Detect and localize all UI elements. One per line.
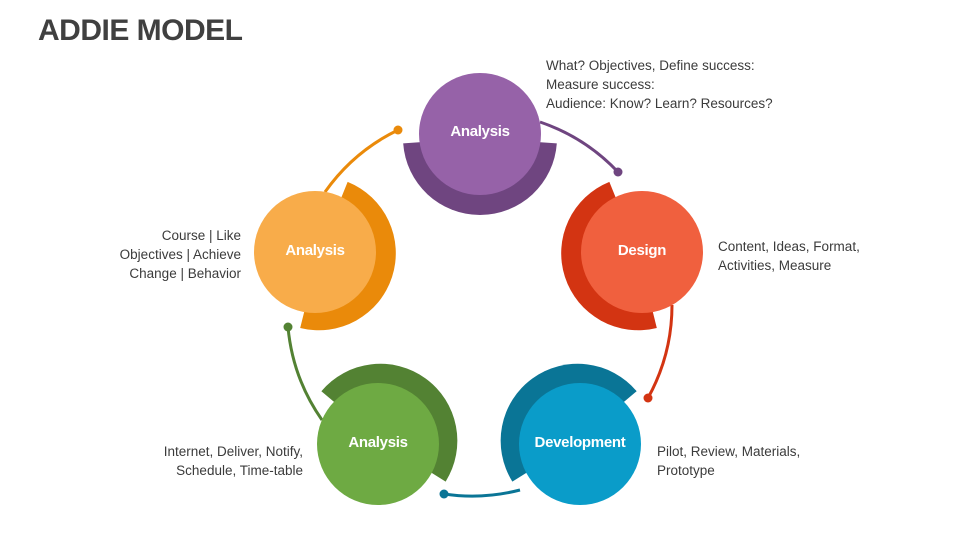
- node-circle-design: [581, 191, 703, 313]
- description-development: Pilot, Review, Materials, Prototype: [657, 442, 800, 480]
- description-line: Objectives | Achieve: [119, 247, 241, 262]
- connector-analysis-bottom: [286, 326, 324, 421]
- description-line: Change | Behavior: [129, 266, 241, 281]
- node-label-design: Design: [617, 242, 667, 259]
- description-line: Measure success:: [546, 77, 655, 92]
- description-analysis-left: Course | Like Objectives | Achieve Chang…: [120, 226, 241, 283]
- connector-analysis-top: [539, 120, 620, 174]
- description-line: Audience: Know? Learn? Resources?: [546, 96, 773, 111]
- node-circle-analysis-left: [254, 191, 376, 313]
- description-line: Course | Like: [161, 228, 241, 243]
- node-circle-analysis-top: [419, 73, 541, 195]
- description-line: Activities, Measure: [718, 258, 832, 273]
- node-label-analysis-bottom: Analysis: [348, 434, 408, 451]
- description-line: Content, Ideas, Format,: [718, 239, 860, 254]
- connector-dot-analysis-bottom: [283, 322, 293, 332]
- node-label-analysis-top: Analysis: [450, 123, 510, 140]
- description-design: Content, Ideas, Format, Activities, Meas…: [718, 237, 860, 275]
- description-line: Prototype: [657, 463, 715, 478]
- connector-analysis-left: [323, 128, 399, 193]
- connector-dot-development: [439, 489, 449, 499]
- description-line: Pilot, Review, Materials,: [657, 444, 801, 459]
- connector-design: [646, 304, 674, 399]
- description-analysis-top: What? Objectives, Define success: Measur…: [546, 56, 773, 113]
- page-title: ADDIE MODEL: [38, 14, 243, 47]
- node-label-development: Development: [534, 434, 626, 451]
- connector-dot-analysis-top: [613, 167, 623, 177]
- description-line: Internet, Deliver, Notify,: [163, 444, 303, 459]
- connector-dot-design: [643, 393, 653, 403]
- node-circle-analysis-bottom: [317, 383, 439, 505]
- node-label-analysis-left: Analysis: [285, 242, 345, 259]
- description-line: Schedule, Time-table: [176, 463, 303, 478]
- connector-dot-analysis-left: [393, 125, 403, 135]
- node-circle-development: [519, 383, 641, 505]
- description-line: What? Objectives, Define success:: [546, 58, 755, 73]
- description-analysis-bottom: Internet, Deliver, Notify, Schedule, Tim…: [164, 442, 303, 480]
- connector-development: [443, 488, 521, 498]
